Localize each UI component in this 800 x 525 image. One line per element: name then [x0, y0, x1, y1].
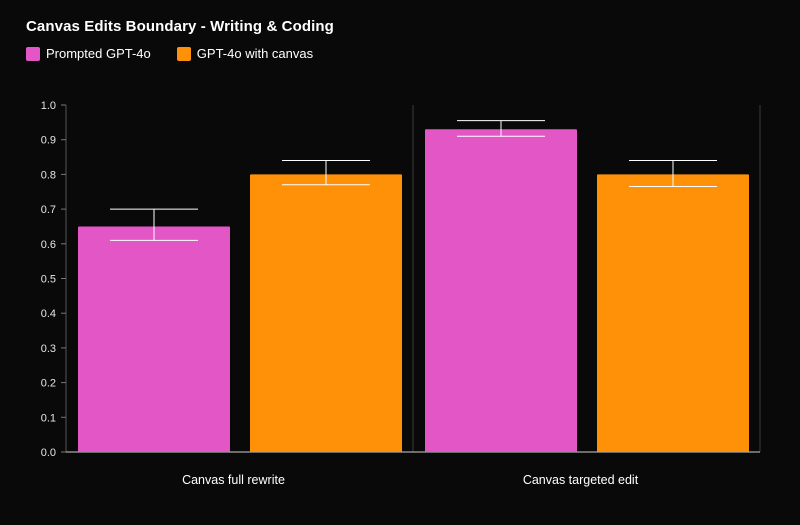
bar [250, 174, 402, 452]
bar [597, 174, 749, 452]
chart-title: Canvas Edits Boundary - Writing & Coding [26, 18, 334, 35]
y-tick-label: 0.6 [41, 239, 56, 251]
legend-swatch-canvas [176, 46, 191, 61]
y-tick-label: 1.0 [41, 100, 56, 112]
y-tick-label: 0.4 [41, 308, 56, 320]
category-label: Canvas targeted edit [523, 473, 639, 487]
legend-item-canvas: GPT-4o with canvas [176, 46, 314, 61]
legend-label-prompted: Prompted GPT-4o [46, 46, 151, 61]
bar [425, 129, 577, 453]
legend: Prompted GPT-4o GPT-4o with canvas [26, 46, 339, 61]
y-tick-label: 0.3 [41, 343, 56, 355]
y-tick-label: 0.0 [41, 447, 56, 459]
bar [78, 226, 230, 452]
y-tick-label: 0.2 [41, 378, 56, 390]
legend-item-prompted: Prompted GPT-4o [26, 46, 151, 61]
y-tick-label: 0.9 [41, 135, 56, 147]
legend-swatch-prompted [26, 46, 40, 61]
y-tick-label: 0.1 [41, 412, 56, 424]
category-label: Canvas full rewrite [182, 473, 285, 487]
legend-label-canvas: GPT-4o with canvas [196, 46, 314, 61]
y-tick-label: 0.8 [41, 169, 56, 181]
y-tick-label: 0.7 [41, 204, 56, 216]
y-tick-label: 0.5 [41, 274, 56, 286]
